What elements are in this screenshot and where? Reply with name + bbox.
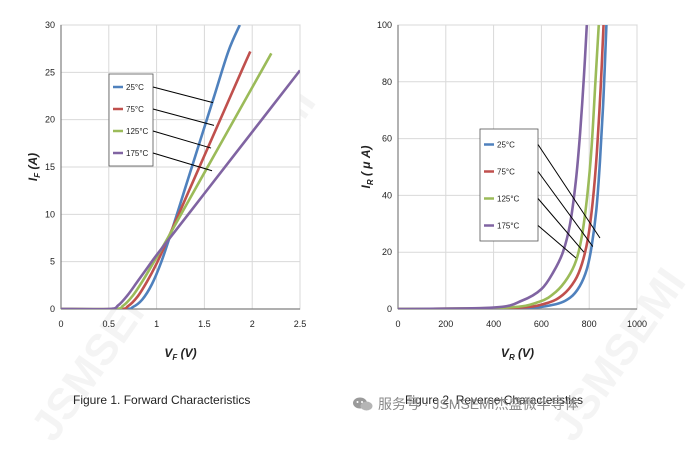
legend-leader-line — [152, 86, 214, 104]
legend-label: 125°C — [497, 195, 520, 204]
legend-label: 125°C — [126, 127, 149, 136]
y-tick-label: 5 — [50, 257, 55, 267]
x-tick-label: 400 — [486, 319, 501, 329]
wechat-icon — [353, 397, 373, 411]
watermark-text: 服务号 · JSMSEMI杰盛微半导体 — [378, 396, 579, 412]
y-axis-label: IR ( μ A) — [359, 145, 375, 188]
series-line-75c — [398, 25, 605, 309]
x-tick-label: 1 — [154, 319, 159, 329]
legend-leader-line — [152, 130, 212, 149]
legend-label: 25°C — [126, 83, 144, 92]
x-tick-label: 0 — [58, 319, 63, 329]
legend-leader-line — [152, 152, 213, 172]
legend-leader-line — [537, 144, 601, 239]
legend-label: 175°C — [126, 149, 149, 158]
legend-label: 75°C — [497, 168, 515, 177]
figure1-caption: Figure 1. Forward Characteristics — [73, 393, 251, 407]
x-tick-label: 0 — [395, 319, 400, 329]
y-tick-label: 10 — [45, 209, 55, 219]
legend-leader-line — [537, 225, 577, 259]
x-tick-label: 0.5 — [103, 319, 116, 329]
x-tick-label: 200 — [438, 319, 453, 329]
legend-leader-line — [537, 198, 585, 253]
x-tick-label: 2.5 — [294, 319, 307, 329]
x-tick-label: 800 — [582, 319, 597, 329]
y-tick-label: 20 — [45, 115, 55, 125]
y-tick-label: 15 — [45, 162, 55, 172]
x-tick-label: 1.5 — [198, 319, 211, 329]
chart-2: 0 200 400 600 800 1000 0 20 40 60 80 100 VR (V) IR ( … — [359, 20, 647, 362]
y-tick-label: 80 — [382, 77, 392, 87]
x-axis-label: VF (V) — [164, 346, 196, 362]
y-axis-label: IF (A) — [26, 153, 42, 181]
series-line-75c — [61, 50, 252, 309]
legend-leader-line — [537, 171, 594, 247]
legend-label: 75°C — [126, 105, 144, 114]
y-tick-label: 25 — [45, 67, 55, 77]
y-tick-label: 0 — [387, 304, 392, 314]
series-line-175c — [61, 69, 300, 309]
legend-label: 25°C — [497, 141, 515, 150]
charts-canvas: 0 0.5 1 1.5 2 2.5 0 5 10 15 20 25 30 VF (V) IF (A) 25°C… — [26, 20, 647, 362]
series-line-25c — [61, 25, 241, 309]
series-line-25c — [398, 25, 608, 309]
x-tick-label: 2 — [250, 319, 255, 329]
y-tick-label: 40 — [382, 190, 392, 200]
chart-1: 0 0.5 1 1.5 2 2.5 0 5 10 15 20 25 30 VF (V) IF (A) 25°C… — [26, 20, 306, 362]
x-tick-label: 600 — [534, 319, 549, 329]
legend-label: 175°C — [497, 222, 520, 231]
x-axis-label: VR (V) — [501, 346, 534, 362]
figure2-caption: Figure 2. Reverse Characteristics — [405, 393, 584, 407]
y-tick-label: 60 — [382, 134, 392, 144]
legend-leader-line — [152, 108, 215, 126]
y-tick-label: 100 — [377, 20, 392, 30]
y-tick-label: 0 — [50, 304, 55, 314]
y-tick-label: 30 — [45, 20, 55, 30]
legend-box — [479, 128, 539, 242]
legend-box — [108, 73, 154, 167]
y-tick-label: 20 — [382, 247, 392, 257]
x-tick-label: 1000 — [627, 319, 647, 329]
series-line-125c — [398, 25, 601, 309]
series-line-175c — [398, 25, 589, 309]
wechat-watermark: 服务号 · JSMSEMI杰盛微半导体 — [352, 394, 579, 414]
